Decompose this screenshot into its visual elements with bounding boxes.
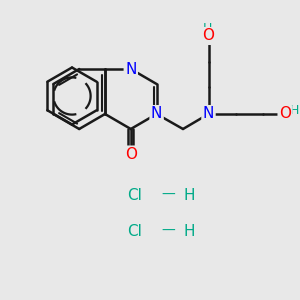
Text: O: O xyxy=(202,28,214,44)
Text: O: O xyxy=(279,106,291,122)
Text: O: O xyxy=(125,147,137,162)
Text: N: N xyxy=(151,106,162,122)
Text: N: N xyxy=(203,106,214,122)
Text: Cl: Cl xyxy=(128,188,142,202)
Text: —: — xyxy=(161,188,175,202)
Text: H: H xyxy=(289,104,299,118)
Text: H: H xyxy=(183,224,195,238)
Text: Cl: Cl xyxy=(128,224,142,238)
Text: H: H xyxy=(183,188,195,202)
Text: —: — xyxy=(161,224,175,238)
Text: H: H xyxy=(202,22,212,35)
Text: N: N xyxy=(125,61,136,76)
